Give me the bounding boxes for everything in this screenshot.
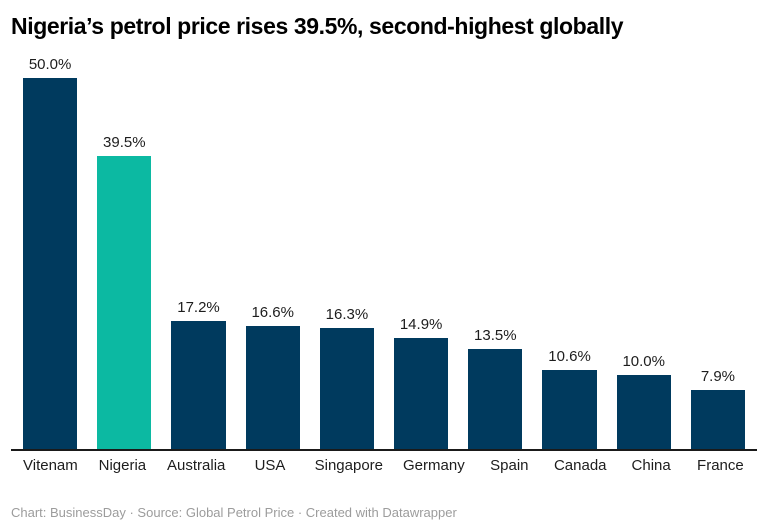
bar-column: 14.9% xyxy=(394,78,449,449)
x-axis-label: France xyxy=(697,457,744,474)
bar-column: 10.6% xyxy=(542,78,597,449)
x-axis-label: Spain xyxy=(490,457,529,474)
bar-column: 50.0% xyxy=(23,56,78,449)
bar-column: 16.6% xyxy=(245,78,300,449)
x-axis-label: Vitenam xyxy=(23,457,78,474)
bar-column: 7.9% xyxy=(690,78,746,449)
bar-plot: 50.0% 39.5% 17.2% 16.6% 16.3% 14.9% 13.5% 10.6%… xyxy=(11,56,757,451)
bar-value-label: 16.6% xyxy=(251,303,294,321)
bar-column: 16.3% xyxy=(319,78,375,449)
bar xyxy=(319,328,375,449)
bar xyxy=(616,374,671,449)
bar-value-label: 50.0% xyxy=(28,56,72,73)
x-axis-labels: Vitenam Nigeria Australia USA Singapore Germa… xyxy=(11,451,757,475)
bar-column: 13.5% xyxy=(468,78,523,449)
bar xyxy=(690,390,746,449)
bar xyxy=(394,338,449,449)
chart-title: Nigeria’s petrol price rises 39.5%, seco… xyxy=(11,13,624,39)
bar-value-label: 14.9% xyxy=(399,316,443,334)
chart-attribution: Chart: BusinessDay · Source: Global Petr… xyxy=(11,505,457,520)
bar-value-label: 17.2% xyxy=(177,299,220,317)
bar xyxy=(542,370,597,449)
bar-column: 10.0% xyxy=(616,78,671,449)
x-axis-label: Singapore xyxy=(314,457,384,474)
bar xyxy=(23,78,78,449)
x-axis-label: Nigeria xyxy=(98,457,147,474)
bar-value-label: 7.9% xyxy=(700,368,736,386)
bar-value-label: 39.5% xyxy=(103,133,146,151)
bar xyxy=(245,325,300,449)
x-axis-label: Germany xyxy=(403,457,465,474)
bar xyxy=(171,321,226,449)
bar-value-label: 10.0% xyxy=(622,352,665,370)
bar-column: 17.2% xyxy=(171,78,226,449)
x-axis-label: Australia xyxy=(167,457,226,474)
x-axis-label: Canada xyxy=(553,457,607,474)
bar xyxy=(468,348,523,449)
bar-highlighted xyxy=(97,155,152,449)
bar-column: 39.5% xyxy=(97,78,152,449)
bar-value-label: 13.5% xyxy=(474,326,517,344)
bar-value-label: 16.3% xyxy=(325,306,369,324)
x-axis-label: China xyxy=(631,457,671,474)
bar-value-label: 10.6% xyxy=(548,348,591,366)
x-axis-label: USA xyxy=(254,457,286,474)
